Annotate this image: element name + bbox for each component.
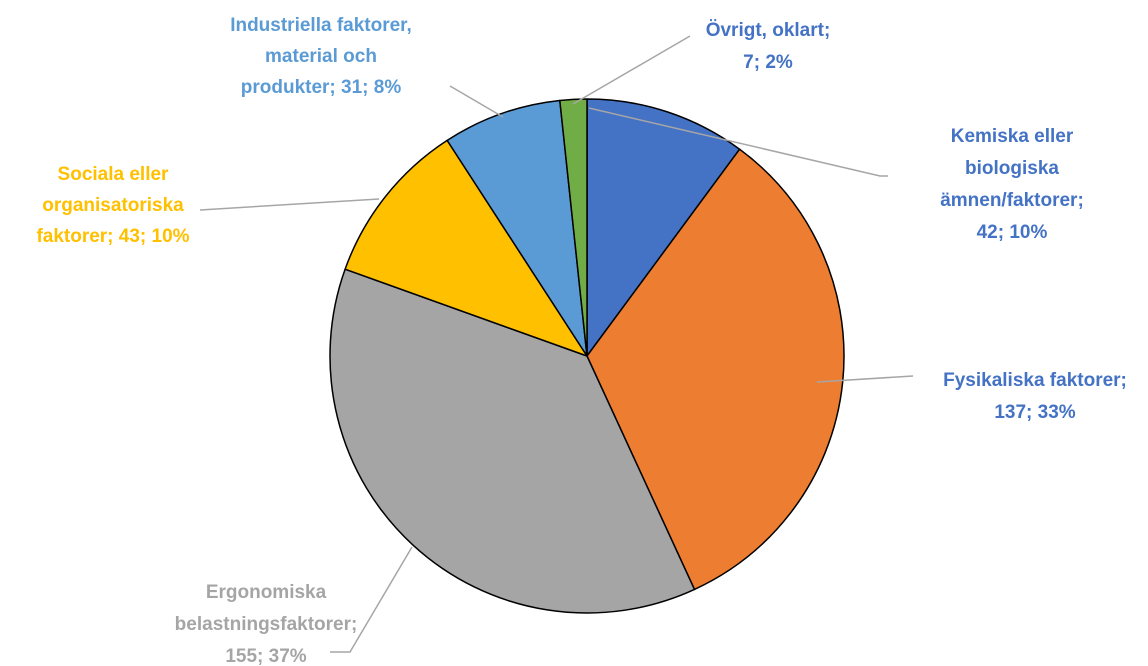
- leader-line-2: [330, 546, 413, 653]
- data-label-line: Industriella faktorer,: [230, 15, 412, 36]
- data-label-line: Sociala eller: [58, 164, 170, 185]
- data-label-line: produkter; 31; 8%: [241, 77, 402, 98]
- data-label-line: 137; 33%: [994, 402, 1075, 423]
- data-label-3: Sociala eller organisatoriska faktorer; 43…: [36, 164, 189, 247]
- leader-lines: [199, 35, 914, 653]
- pie-slice-2: [329, 268, 696, 614]
- leader-line-1: [816, 375, 914, 383]
- data-label-4: Industriella faktorer, material och produk…: [230, 15, 412, 98]
- data-label-5: Övrigt, oklart; 7; 2%: [706, 20, 831, 73]
- data-label-line: organisatoriska: [42, 195, 184, 216]
- data-label-line: 7; 2%: [743, 52, 793, 73]
- pie-slice-4: [446, 99, 588, 357]
- leader-line-4: [449, 85, 504, 118]
- data-label-1: Fysikaliska faktorer; 137; 33%: [943, 370, 1127, 423]
- data-label-line: material och: [265, 46, 377, 67]
- data-label-line: ämnen/faktorer;: [940, 190, 1084, 211]
- leader-line-5: [572, 35, 691, 105]
- pie-slice-3: [344, 139, 588, 357]
- data-label-line: Fysikaliska faktorer;: [943, 370, 1127, 391]
- leader-line-3: [199, 198, 380, 211]
- leader-line-0: [588, 107, 888, 177]
- data-label-line: belastningsfaktorer;: [175, 614, 358, 635]
- data-label-0: Kemiska eller biologiska ämnen/faktorer; 42…: [940, 126, 1084, 243]
- pie-slice-5: [559, 98, 588, 357]
- data-label-line: 155; 37%: [225, 646, 306, 666]
- data-label-line: Övrigt, oklart;: [706, 20, 831, 41]
- data-label-line: biologiska: [965, 158, 1059, 179]
- data-label-line: faktorer; 43; 10%: [36, 226, 189, 247]
- pie-slices: [329, 98, 845, 614]
- data-label-line: Ergonomiska: [206, 582, 327, 603]
- data-labels: Kemiska eller biologiska ämnen/faktorer; 42…: [36, 15, 1126, 666]
- data-label-line: 42; 10%: [977, 222, 1048, 243]
- pie-slice-0: [586, 98, 741, 357]
- data-label-2: Ergonomiska belastningsfaktorer; 155; 37%: [175, 582, 358, 666]
- pie-slice-1: [586, 148, 845, 591]
- data-label-line: Kemiska eller: [951, 126, 1074, 147]
